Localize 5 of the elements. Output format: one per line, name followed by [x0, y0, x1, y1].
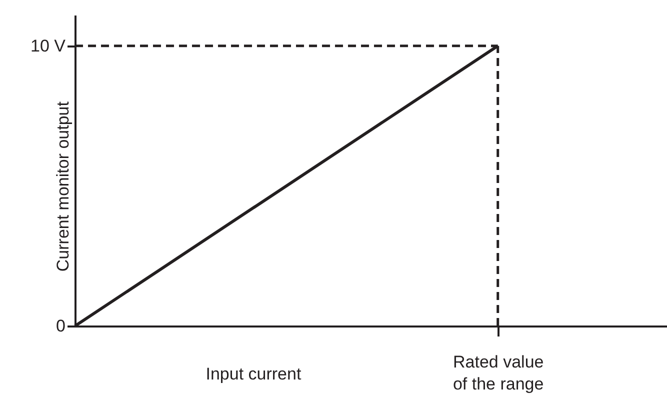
x-axis-title: Input current	[206, 364, 302, 384]
y-tick-label: 0	[56, 316, 66, 336]
y-tick-label: 10 V	[30, 36, 66, 56]
y-axis-title: Current monitor output	[54, 101, 72, 272]
x-tick-label: Rated value of the range	[452, 352, 544, 394]
